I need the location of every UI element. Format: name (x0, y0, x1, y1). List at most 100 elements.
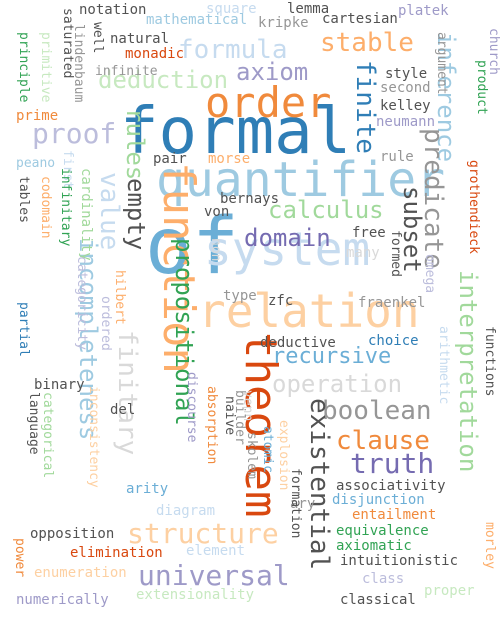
word-choice: choice (368, 333, 419, 349)
word-von: von (204, 204, 230, 220)
word-axiomatic: axiomatic (336, 538, 412, 554)
word-interpretation: interpretation (454, 270, 482, 473)
word-clause: clause (336, 426, 430, 456)
word-kripke: kripke (258, 15, 309, 31)
word-atomic: atomic (260, 426, 275, 473)
word-arithmetic: arithmetic (436, 326, 451, 405)
word-classical: classical (340, 592, 416, 608)
word-relation: relation (198, 284, 420, 338)
word-kelley: kelley (380, 98, 431, 114)
word-morse: morse (208, 151, 251, 167)
word-functions: functions (482, 326, 497, 397)
word-grothendieck: grothendieck (466, 160, 481, 254)
word-bernays: bernays (220, 191, 280, 207)
word-finite: finite (350, 60, 380, 154)
word-boolean: boolean (322, 396, 432, 426)
word-class: class (362, 571, 405, 587)
word-universal: universal (138, 559, 290, 592)
word-formation: formation (288, 468, 303, 539)
word-language: language (26, 392, 41, 455)
word-skolem: skolem (244, 432, 259, 479)
word-fraenkel: fraenkel (358, 295, 426, 311)
word-type: type (223, 288, 257, 304)
word-ary: ary (290, 496, 316, 512)
word-proper: proper (424, 583, 475, 599)
word-system: system (204, 222, 371, 276)
word-extensionality: extensionality (136, 587, 255, 603)
word-existential: existential (304, 398, 334, 571)
word-truth: truth (350, 447, 435, 480)
word-equivalence: equivalence (336, 523, 429, 539)
word-omega: omega (422, 254, 437, 294)
word-cartesian: cartesian (322, 11, 398, 27)
word-elimination: elimination (70, 545, 163, 561)
word-arity: arity (126, 481, 169, 497)
word-calculus: calculus (268, 196, 384, 224)
word-tables: tables (16, 176, 31, 223)
word-operation: operation (272, 370, 403, 398)
word-empty: empty (122, 178, 150, 251)
word-square: square (206, 1, 257, 17)
word-stable: stable (320, 28, 414, 58)
word-enumeration: enumeration (34, 565, 127, 581)
word-absorption: absorption (204, 386, 219, 465)
word-finitary: finitary (112, 330, 142, 456)
word-del: del (110, 402, 136, 418)
word-intuitionistic: intuitionistic (340, 553, 459, 569)
word-associativity: associativity (336, 478, 446, 494)
word-platek: platek (398, 3, 449, 19)
word-disjunction: disjunction (332, 492, 425, 508)
word-hilbert: hilbert (112, 270, 127, 325)
word-primitive: primitive (38, 32, 53, 103)
word-formal: formal (120, 95, 352, 169)
word-structure: structure (127, 517, 279, 550)
word-deduction: deduction (98, 66, 229, 94)
word-rule: rule (380, 149, 414, 165)
word-product: product (474, 60, 489, 115)
word-well: well (90, 22, 105, 54)
word-subset: subset (398, 186, 426, 273)
word-binary: binary (34, 377, 85, 393)
word-principle: principle (16, 32, 31, 103)
word-style: style (385, 66, 428, 82)
word-morley: morley (482, 522, 497, 569)
word-monadic: monadic (125, 46, 185, 62)
word-axiom: axiom (236, 58, 309, 86)
word-deductive: deductive (260, 335, 336, 351)
word-notation: notation (79, 2, 147, 18)
word-codomain: codomain (38, 176, 53, 239)
word-categorical: categorical (40, 392, 55, 479)
word-zfc: zfc (268, 293, 294, 309)
word-categoricity: categoricity (74, 256, 89, 350)
word-element: element (186, 543, 246, 559)
word-recursive: recursive (272, 344, 392, 369)
word-peano: peano (16, 156, 56, 171)
word-cardinality: cardinality (78, 168, 94, 261)
word-infinite: infinite (95, 64, 158, 79)
word-domain: domain (244, 224, 331, 252)
word-ordered: ordered (98, 296, 113, 351)
word-quantifier: quantifier (156, 152, 445, 208)
word-pair: pair (153, 151, 187, 167)
word-of: of (145, 202, 239, 292)
word-lemma: lemma (287, 1, 330, 17)
word-second: second (380, 80, 431, 96)
word-discourse: discourse (184, 372, 199, 443)
word-inconsistency: inconsistency (86, 386, 101, 488)
word-opposition: opposition (30, 526, 115, 542)
word-lindenbaum: lindenbaum (71, 24, 86, 103)
word-natural: natural (110, 31, 170, 47)
word-argument: argument (434, 32, 449, 95)
word-mathematical: mathematical (146, 12, 248, 28)
word-numerically: numerically (16, 592, 109, 608)
word-non: non (208, 238, 223, 262)
word-partial: partial (16, 302, 31, 357)
word-proof: proof (32, 117, 117, 150)
word-order: order (205, 78, 332, 127)
word-formed: formed (388, 230, 403, 277)
word-entailment: entailment (352, 507, 437, 523)
word-infinitary: infinitary (58, 168, 73, 247)
word-many: many (346, 245, 380, 261)
word-neumann: neumann (376, 114, 436, 130)
